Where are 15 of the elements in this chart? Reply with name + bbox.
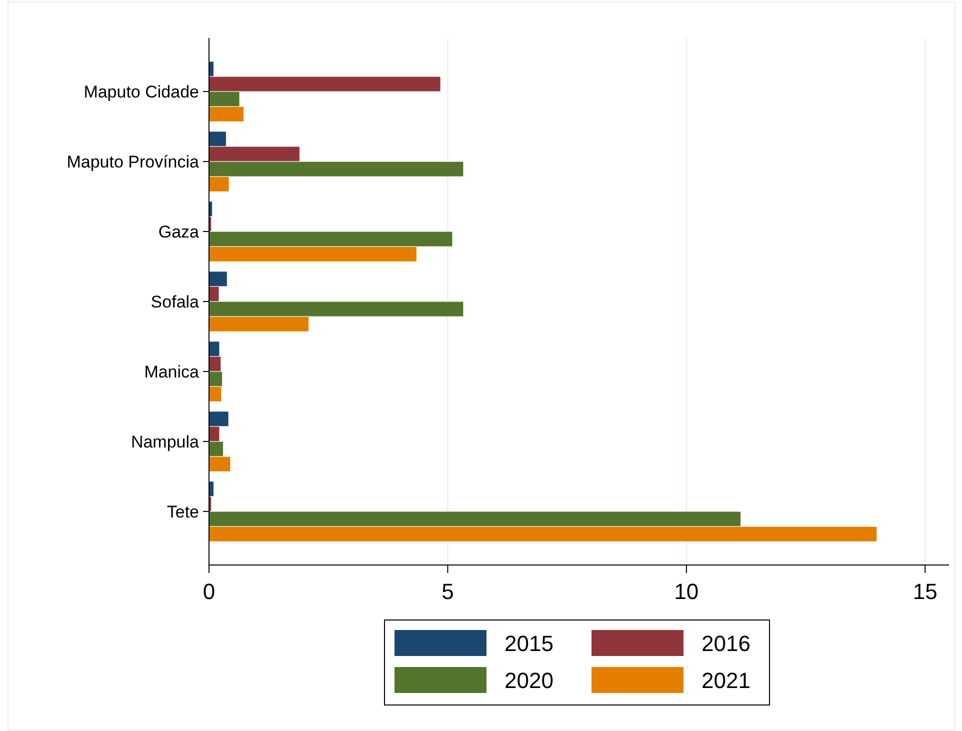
legend-label: 2016 (702, 631, 750, 656)
legend-label: 2015 (504, 631, 554, 656)
y-tick-label: Maputo Cidade (84, 82, 199, 102)
x-tick-label: 5 (442, 579, 454, 604)
y-tick-label: Maputo Província (66, 152, 200, 172)
y-tick-label: Tete (166, 502, 199, 522)
y-tick-label: Manica (144, 362, 200, 382)
x-tick-label: 15 (912, 579, 938, 604)
x-tick-label: 10 (674, 579, 699, 604)
y-tick-label: Nampula (130, 432, 200, 452)
legend-label: 2021 (702, 668, 750, 693)
x-tick-label: 0 (202, 579, 216, 604)
y-tick-label: Sofala (150, 292, 200, 312)
y-tick-label: Gaza (158, 222, 200, 242)
legend-label: 2020 (504, 668, 554, 693)
